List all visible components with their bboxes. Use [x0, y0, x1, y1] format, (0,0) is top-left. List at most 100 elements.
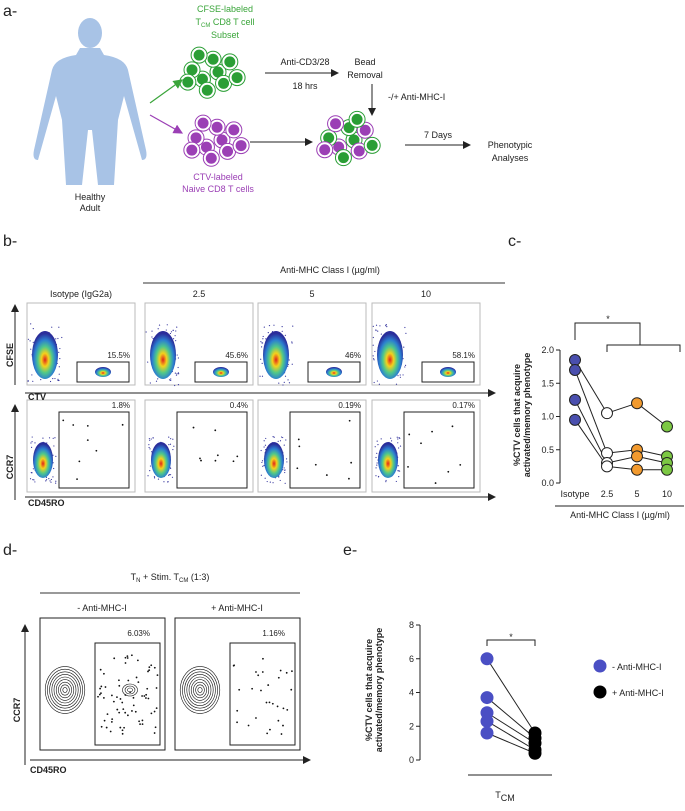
data-point [601, 460, 613, 473]
event [171, 476, 174, 478]
event [398, 475, 400, 478]
x-tick-label: Isotype [560, 489, 589, 499]
contour [53, 676, 77, 704]
panel-label: b- [3, 233, 17, 250]
cell-nucleus [228, 124, 240, 136]
event [155, 707, 158, 710]
event [269, 481, 271, 483]
event [118, 711, 121, 714]
event [376, 452, 378, 454]
event [148, 446, 150, 449]
event [261, 460, 264, 462]
event [380, 333, 382, 335]
event [247, 724, 250, 727]
event [172, 448, 174, 451]
event [177, 384, 180, 386]
event [290, 688, 293, 691]
event [174, 384, 176, 387]
event [271, 702, 274, 705]
event [260, 449, 262, 452]
event [385, 481, 387, 483]
event [273, 324, 275, 326]
event [284, 469, 286, 471]
cell-nucleus [351, 113, 363, 125]
event [102, 697, 105, 699]
event [260, 358, 262, 360]
event [279, 479, 281, 482]
event [192, 426, 195, 429]
pair-line [486, 732, 536, 754]
event [282, 724, 284, 727]
event [177, 366, 179, 369]
y-tick-label: 1.0 [541, 412, 554, 422]
step-text: Phenotypic [488, 140, 533, 150]
event [291, 342, 293, 344]
event [163, 481, 165, 483]
event [136, 659, 139, 662]
event [238, 688, 241, 691]
cell-nucleus [231, 72, 243, 84]
contour [62, 687, 68, 693]
event [153, 710, 156, 713]
event [268, 701, 271, 704]
plot-frame [144, 302, 254, 386]
axis-label: CCR7 [12, 698, 22, 723]
y-tick-label: 4 [409, 688, 414, 698]
step-text: 18 hrs [292, 81, 318, 91]
event [135, 676, 138, 679]
cell-nucleus [224, 56, 236, 68]
column-label: + Anti-MHC-I [211, 603, 263, 613]
event [402, 374, 404, 376]
contour [58, 681, 72, 699]
event [282, 384, 284, 386]
event [134, 710, 137, 713]
cell-nucleus [200, 141, 212, 153]
event [139, 723, 141, 726]
event [45, 476, 48, 479]
gate [76, 361, 130, 383]
event [262, 335, 264, 338]
event [124, 656, 127, 659]
event [459, 463, 462, 466]
cell-nucleus [319, 144, 331, 156]
data-point [601, 447, 613, 460]
data-point [661, 463, 673, 476]
event [110, 694, 113, 697]
event [52, 377, 54, 380]
event [149, 439, 151, 441]
event [277, 719, 280, 722]
event [126, 714, 129, 717]
plot-frame [257, 399, 367, 493]
cell-nucleus [190, 132, 202, 144]
column-label: 10 [421, 289, 431, 299]
event [153, 732, 156, 734]
event [404, 364, 407, 366]
event [284, 334, 286, 336]
x-tick-label: 10 [662, 489, 672, 499]
gate [307, 361, 361, 383]
significance-bracket [486, 639, 536, 646]
event [51, 326, 53, 328]
event [103, 672, 105, 675]
event [374, 446, 376, 448]
x-axis-label: T [495, 790, 501, 800]
event [54, 437, 56, 439]
event [59, 357, 61, 360]
event [30, 323, 32, 325]
event [100, 692, 102, 695]
y-axis-label: %CTV cells that acquire [512, 364, 522, 466]
event [374, 350, 376, 353]
gate [421, 361, 475, 383]
axis-label: CD45RO [28, 498, 65, 508]
pair-line [486, 720, 536, 751]
contour [197, 687, 203, 693]
event [167, 481, 169, 483]
contour [51, 674, 79, 706]
gate [58, 411, 130, 489]
contour [184, 671, 216, 709]
event [156, 674, 159, 676]
event [372, 355, 374, 357]
event [50, 481, 52, 483]
event [137, 681, 140, 683]
event [168, 474, 170, 476]
